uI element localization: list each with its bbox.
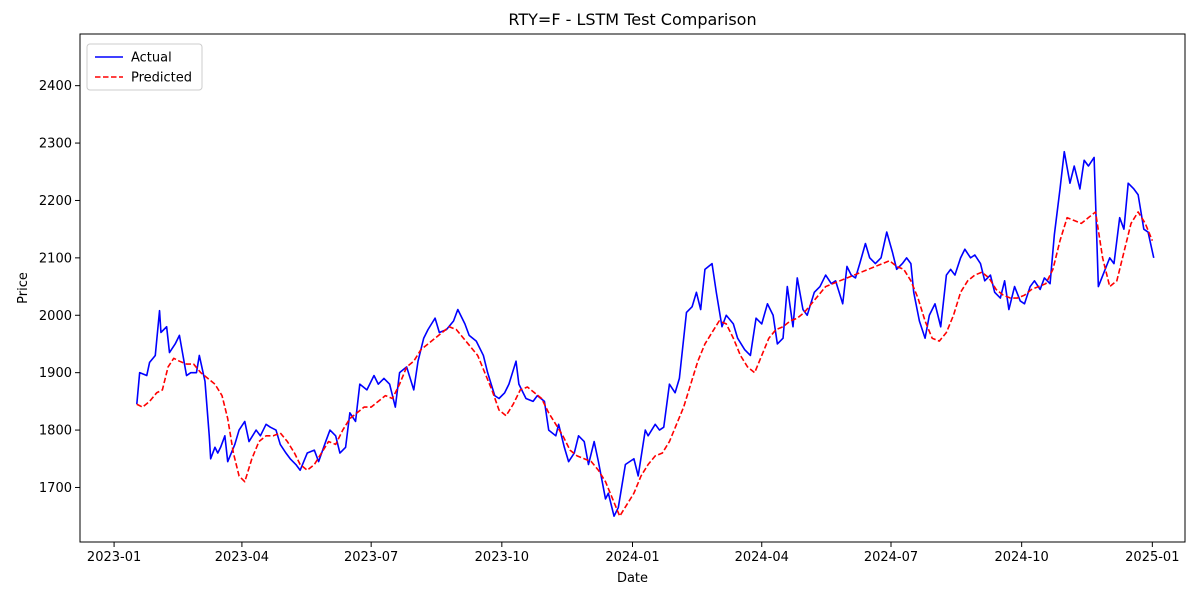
x-tick-label: 2024-10: [995, 550, 1049, 565]
plot-area: [80, 34, 1185, 542]
y-tick-label: 2300: [39, 137, 72, 152]
x-tick-label: 2023-01: [87, 550, 141, 565]
y-tick-label: 2000: [39, 309, 72, 324]
x-tick-label: 2023-10: [475, 550, 529, 565]
legend: Actual Predicted: [86, 43, 203, 91]
y-tick-label: 2100: [39, 251, 72, 266]
x-tick-label: 2023-07: [344, 550, 398, 565]
x-tick-label: 2025-01: [1125, 550, 1179, 565]
x-tick-label: 2024-04: [735, 550, 789, 565]
x-axis-ticks: 2023-01 2023-04 2023-07 2023-10 2024-01 2024-…: [87, 542, 1179, 565]
x-tick-label: 2024-01: [605, 550, 659, 565]
y-tick-label: 1900: [39, 366, 72, 381]
series-layer: [136, 150, 1155, 517]
series-line-predicted: [136, 211, 1154, 517]
y-tick-label: 2400: [39, 79, 72, 94]
y-tick-label: 1800: [39, 424, 72, 439]
y-axis-ticks: 1700 1800 1900 2000 2100 2200 2300 2400: [39, 79, 80, 496]
x-tick-label: 2024-07: [864, 550, 918, 565]
x-axis-label: Date: [617, 571, 648, 586]
y-axis-label: Price: [16, 272, 31, 304]
y-tick-label: 1700: [39, 481, 72, 496]
legend-box: [86, 43, 203, 91]
legend-label-predicted: Predicted: [131, 71, 192, 86]
y-tick-label: 2200: [39, 194, 72, 209]
chart-title: RTY=F - LSTM Test Comparison: [508, 10, 756, 29]
x-tick-label: 2023-04: [215, 550, 269, 565]
series-line-actual: [136, 150, 1155, 517]
legend-label-actual: Actual: [131, 51, 172, 66]
